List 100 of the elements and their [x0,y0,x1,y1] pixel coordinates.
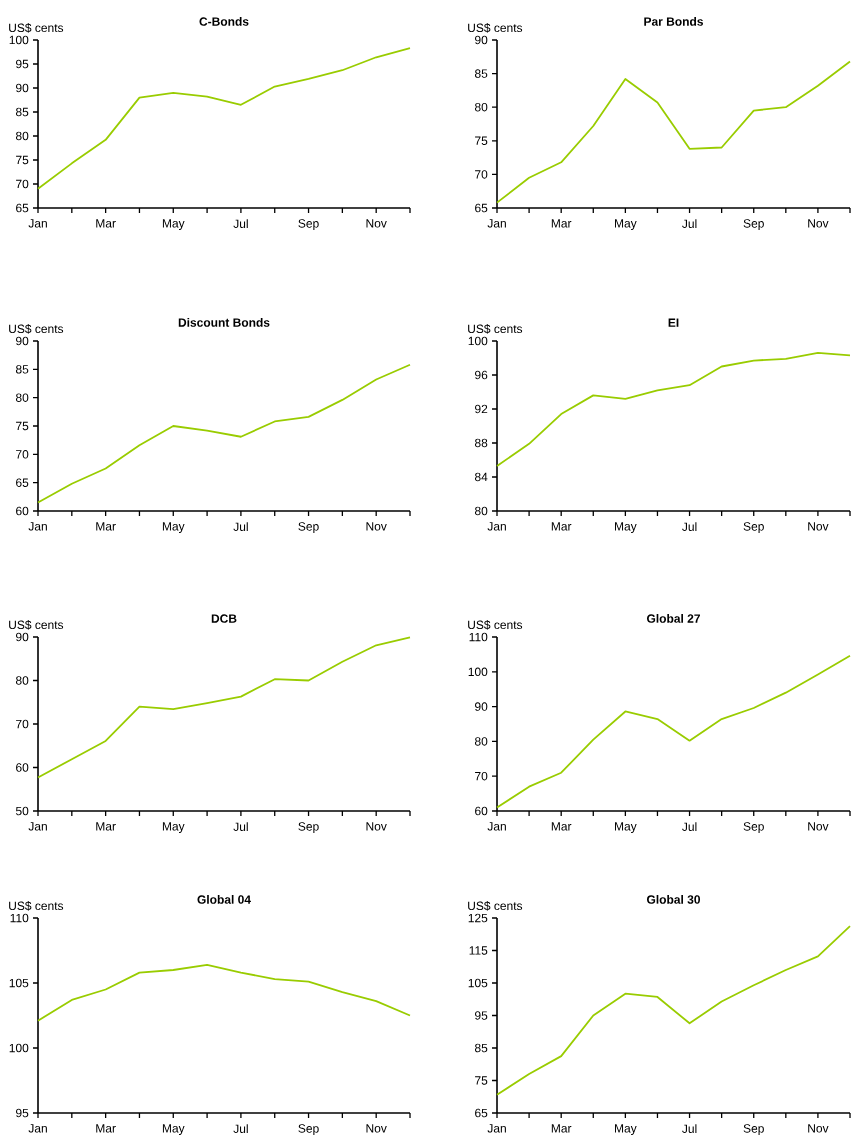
y-tick-label: 84 [474,472,488,482]
x-tick-label: Nov [366,822,387,831]
y-tick-label: 95 [475,1011,488,1020]
y-tick-label: 90 [16,632,29,642]
y-tick-label: 100 [9,1043,29,1053]
x-tick-label: Mar [551,1124,572,1133]
x-tick-label: Mar [96,219,116,228]
y-tick-label: 75 [475,1076,488,1085]
y-tick-label: 75 [475,136,488,145]
x-tick-label: May [615,522,637,533]
y-tick-label: 92 [475,404,488,414]
y-tick-label: 75 [16,155,29,165]
x-tick-label: Jul [233,822,248,831]
y-axis-title: US$ cents [468,901,523,911]
y-tick-label: 95 [16,1108,29,1118]
x-tick-label: Jul [682,522,697,531]
x-tick-label: Jan [487,1124,506,1133]
line-series [37,363,411,504]
chart-title: Global 27 [646,613,700,623]
y-tick-label: 85 [474,69,488,78]
x-tick-label: Nov [808,522,829,531]
chart-title: Par Bonds [644,16,704,26]
x-tick-label: Jan [28,522,47,531]
y-tick-label: 70 [16,450,29,459]
y-tick-label: 60 [16,763,29,772]
y-tick-label: 110 [10,913,29,923]
y-tick-label: 70 [475,170,488,179]
y-axis-title: US$ cents [9,901,64,911]
line-series [496,351,851,467]
x-tick-label: Sep [743,822,764,834]
x-tick-label: May [615,1124,637,1135]
y-tick-label: 95 [16,59,29,69]
y-axis-title: US$ cents [468,324,523,334]
x-tick-label: May [615,219,637,230]
y-axis-title: US$ cents [468,620,523,630]
y-tick-label: 80 [15,676,29,685]
x-tick-label: Mar [551,822,572,831]
y-tick-label: 80 [474,737,488,746]
y-tick-label: 100 [468,336,488,346]
x-tick-label: Nov [808,219,829,228]
chart-title: DCB [211,614,237,623]
y-tick-label: 65 [475,203,488,213]
y-tick-label: 65 [475,1108,488,1118]
chart-title: EI [668,318,679,327]
x-tick-label: Jan [487,219,506,228]
y-tick-label: 70 [16,719,29,729]
x-tick-label: Nov [808,822,829,831]
chart-title: Discount Bonds [178,317,270,327]
y-tick-label: 88 [474,438,488,448]
y-tick-label: 80 [15,131,29,141]
y-tick-label: 85 [15,107,29,117]
y-tick-label: 105 [468,978,488,988]
line-series [496,60,851,204]
y-tick-label: 60 [475,806,488,816]
x-tick-label: Jul [233,1124,248,1133]
x-tick-label: Sep [743,522,764,534]
y-tick-label: 60 [16,506,29,516]
x-tick-label: Mar [551,522,572,531]
y-axis-title: US$ cents [9,620,64,630]
x-tick-label: Jul [682,822,697,831]
y-axis-title: US$ cents [468,23,523,33]
y-tick-label: 90 [16,83,29,93]
x-tick-label: Sep [298,522,319,534]
y-tick-label: 90 [475,702,488,711]
x-tick-label: Mar [551,219,572,228]
y-tick-label: 65 [16,203,29,213]
x-tick-label: Jan [28,219,47,228]
y-tick-label: 100 [9,35,29,45]
x-tick-label: Jul [233,522,248,531]
x-tick-label: May [162,219,185,230]
y-tick-label: 96 [475,370,488,380]
y-tick-label: 100 [468,667,488,677]
x-tick-label: Mar [96,822,116,831]
line-series [37,636,411,779]
y-tick-label: 80 [15,393,29,402]
x-tick-label: May [162,522,185,533]
y-tick-label: 90 [475,35,488,45]
chart-title: Global 30 [646,894,701,904]
y-tick-label: 115 [469,946,488,955]
y-tick-label: 105 [9,978,29,988]
x-tick-label: May [162,1124,185,1135]
y-axis-title: US$ cents [9,324,64,334]
y-tick-label: 70 [16,179,29,189]
y-tick-label: 110 [469,632,488,642]
x-tick-label: Sep [298,1124,319,1136]
y-tick-label: 85 [474,1043,488,1053]
x-tick-label: Jul [682,1124,697,1133]
line-series [37,47,411,190]
y-tick-label: 80 [474,506,488,516]
y-tick-label: 75 [16,421,29,431]
x-tick-label: Nov [366,219,387,228]
line-series [496,925,851,1096]
x-tick-label: Mar [96,1124,116,1133]
x-tick-label: Nov [808,1124,829,1133]
x-tick-label: Nov [366,1124,387,1133]
x-tick-label: Sep [298,822,319,834]
x-tick-label: Jan [28,1124,47,1133]
x-tick-label: Mar [96,522,116,531]
x-tick-label: Sep [743,219,764,231]
x-tick-label: Sep [743,1124,764,1136]
